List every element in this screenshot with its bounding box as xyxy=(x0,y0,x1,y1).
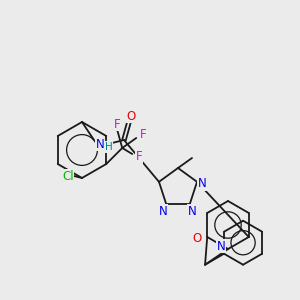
Text: F: F xyxy=(114,118,121,130)
Text: N: N xyxy=(159,205,168,218)
Text: F: F xyxy=(136,151,142,164)
Text: O: O xyxy=(193,232,202,245)
Text: H: H xyxy=(105,142,113,152)
Text: O: O xyxy=(126,110,136,122)
Text: N: N xyxy=(198,177,206,190)
Text: N: N xyxy=(217,239,225,253)
Text: F: F xyxy=(140,128,147,142)
Text: Cl: Cl xyxy=(62,169,74,182)
Text: N: N xyxy=(188,205,196,218)
Text: N: N xyxy=(96,137,104,151)
